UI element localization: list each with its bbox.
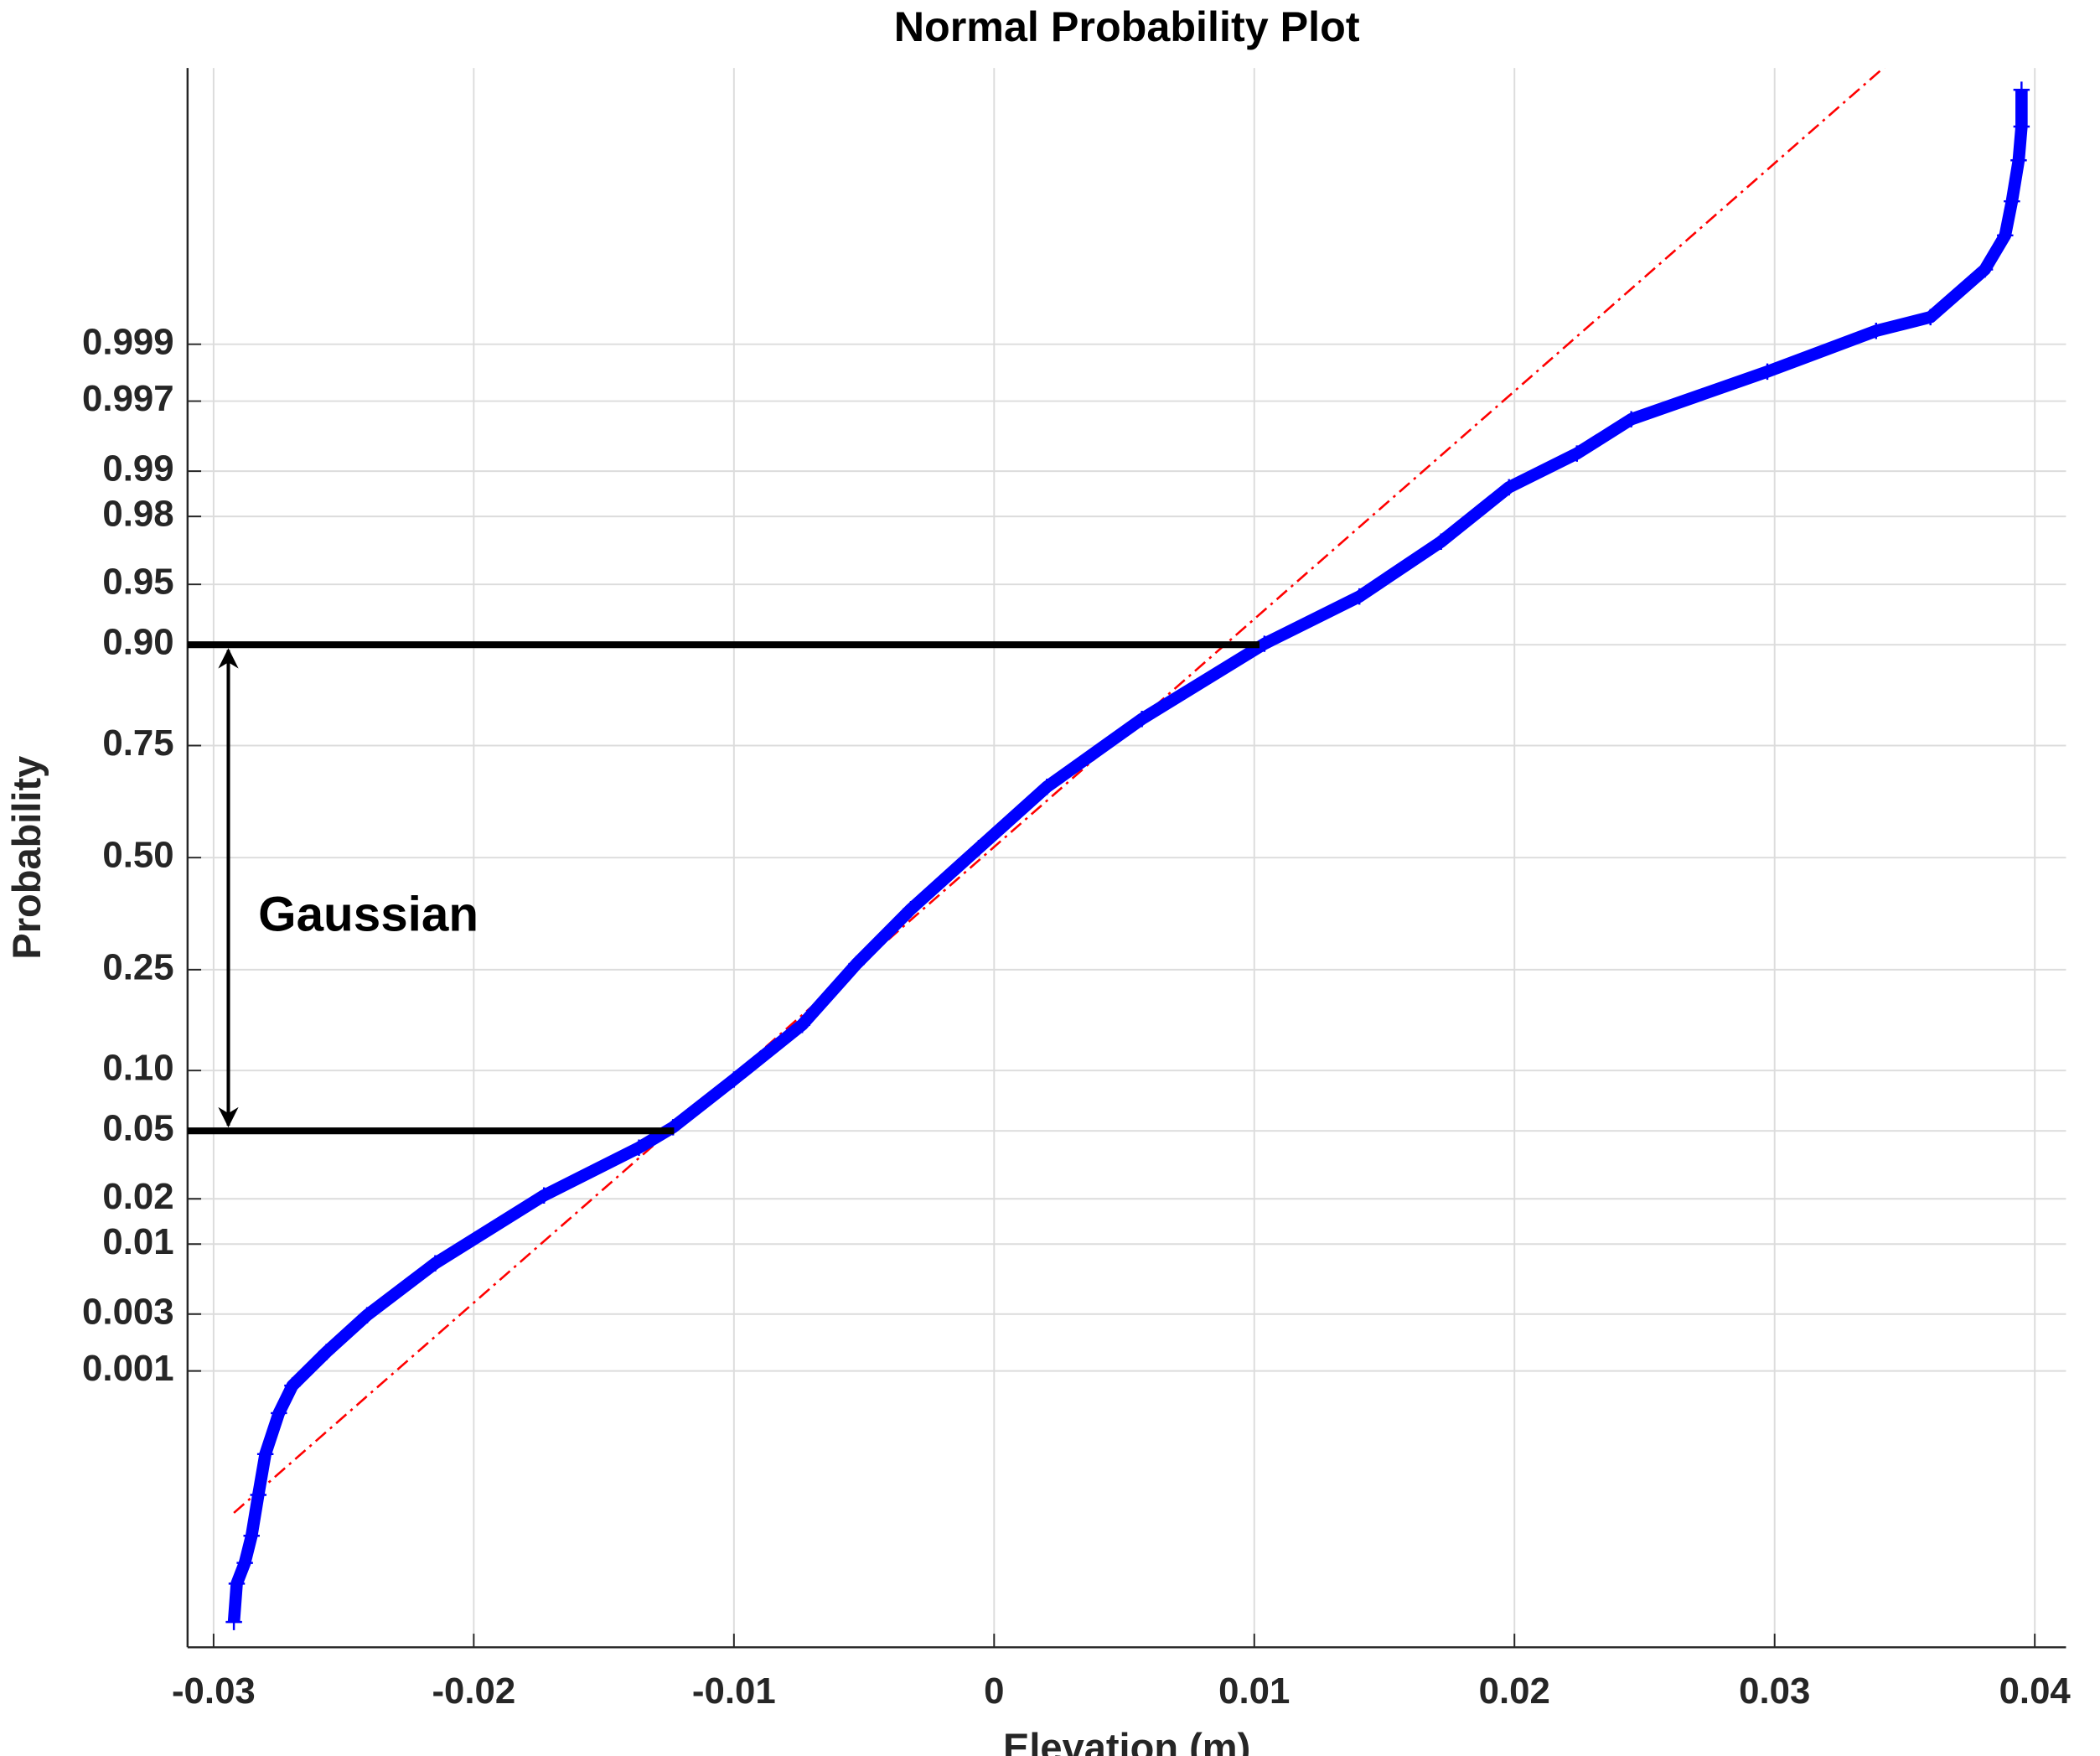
- y-tick-label: 0.997: [82, 378, 174, 419]
- data-point: [1351, 588, 1368, 605]
- data-point: [535, 1187, 552, 1204]
- data-point: [2013, 81, 2030, 98]
- data-point: [284, 1377, 301, 1394]
- data-point: [225, 1614, 242, 1630]
- data-point: [1922, 308, 1939, 326]
- data-point: [256, 1446, 274, 1463]
- y-tick-label: 0.05: [102, 1108, 173, 1149]
- annotation-text: Gaussian: [258, 887, 478, 941]
- y-tick-label: 0.01: [102, 1221, 173, 1262]
- x-tick-label: 0.04: [1999, 1671, 2072, 1712]
- data-point: [1622, 411, 1640, 427]
- y-tick-label: 0.98: [102, 494, 173, 535]
- y-tick-label: 0.001: [82, 1348, 174, 1389]
- data-point: [848, 956, 865, 972]
- data-point: [2010, 152, 2027, 169]
- y-axis-label: Probability: [4, 756, 49, 960]
- data-point: [1133, 711, 1151, 728]
- x-tick-label: -0.01: [692, 1671, 776, 1712]
- x-tick-label: 0.03: [1739, 1671, 1810, 1712]
- y-tick-label: 0.90: [102, 622, 173, 663]
- chart-title: Normal Probability Plot: [894, 3, 1360, 50]
- data-point: [630, 1139, 648, 1156]
- y-tick-label: 0.10: [102, 1048, 173, 1089]
- data-point: [236, 1554, 253, 1572]
- data-point: [1432, 533, 1450, 550]
- data-point: [318, 1344, 335, 1360]
- y-tick-label: 0.999: [82, 321, 174, 362]
- data-point: [794, 1017, 810, 1033]
- x-axis-label: Elevation (m): [1003, 1725, 1250, 1756]
- data-point: [726, 1071, 742, 1088]
- y-tick-label: 0.50: [102, 835, 173, 876]
- y-tick-label: 0.95: [102, 562, 173, 603]
- x-tick-label: 0.02: [1479, 1671, 1550, 1712]
- data-point: [1997, 227, 2014, 244]
- data-point: [1759, 363, 1776, 381]
- data-point: [970, 840, 987, 857]
- y-tick-label: 0.02: [102, 1176, 173, 1217]
- data-point: [243, 1527, 260, 1544]
- y-tick-label: 0.003: [82, 1291, 174, 1332]
- data-point: [903, 901, 919, 918]
- x-tick-label: 0.01: [1218, 1671, 1290, 1712]
- data-point: [1569, 445, 1585, 462]
- data-point: [359, 1307, 375, 1323]
- y-tick-label: 0.75: [102, 723, 173, 764]
- y-tick-label: 0.99: [102, 448, 173, 490]
- plot-area: [225, 68, 2030, 1630]
- data-point: [271, 1405, 287, 1422]
- x-tick-label: -0.03: [172, 1671, 256, 1712]
- data-line: [227, 90, 2028, 1623]
- x-tick-label: 0: [984, 1671, 1004, 1712]
- data-point: [250, 1486, 267, 1504]
- fit-line: [233, 68, 1885, 1514]
- data-point: [228, 1575, 246, 1593]
- data-point: [1038, 778, 1056, 795]
- y-tick-label: 0.25: [102, 946, 173, 987]
- data-point: [1868, 323, 1885, 339]
- data-point: [1501, 479, 1518, 496]
- x-tick-label: -0.02: [432, 1671, 515, 1712]
- data-point: [427, 1255, 444, 1272]
- data-point: [1976, 261, 1994, 278]
- data-point: [2004, 193, 2020, 210]
- data-point: [2013, 118, 2030, 135]
